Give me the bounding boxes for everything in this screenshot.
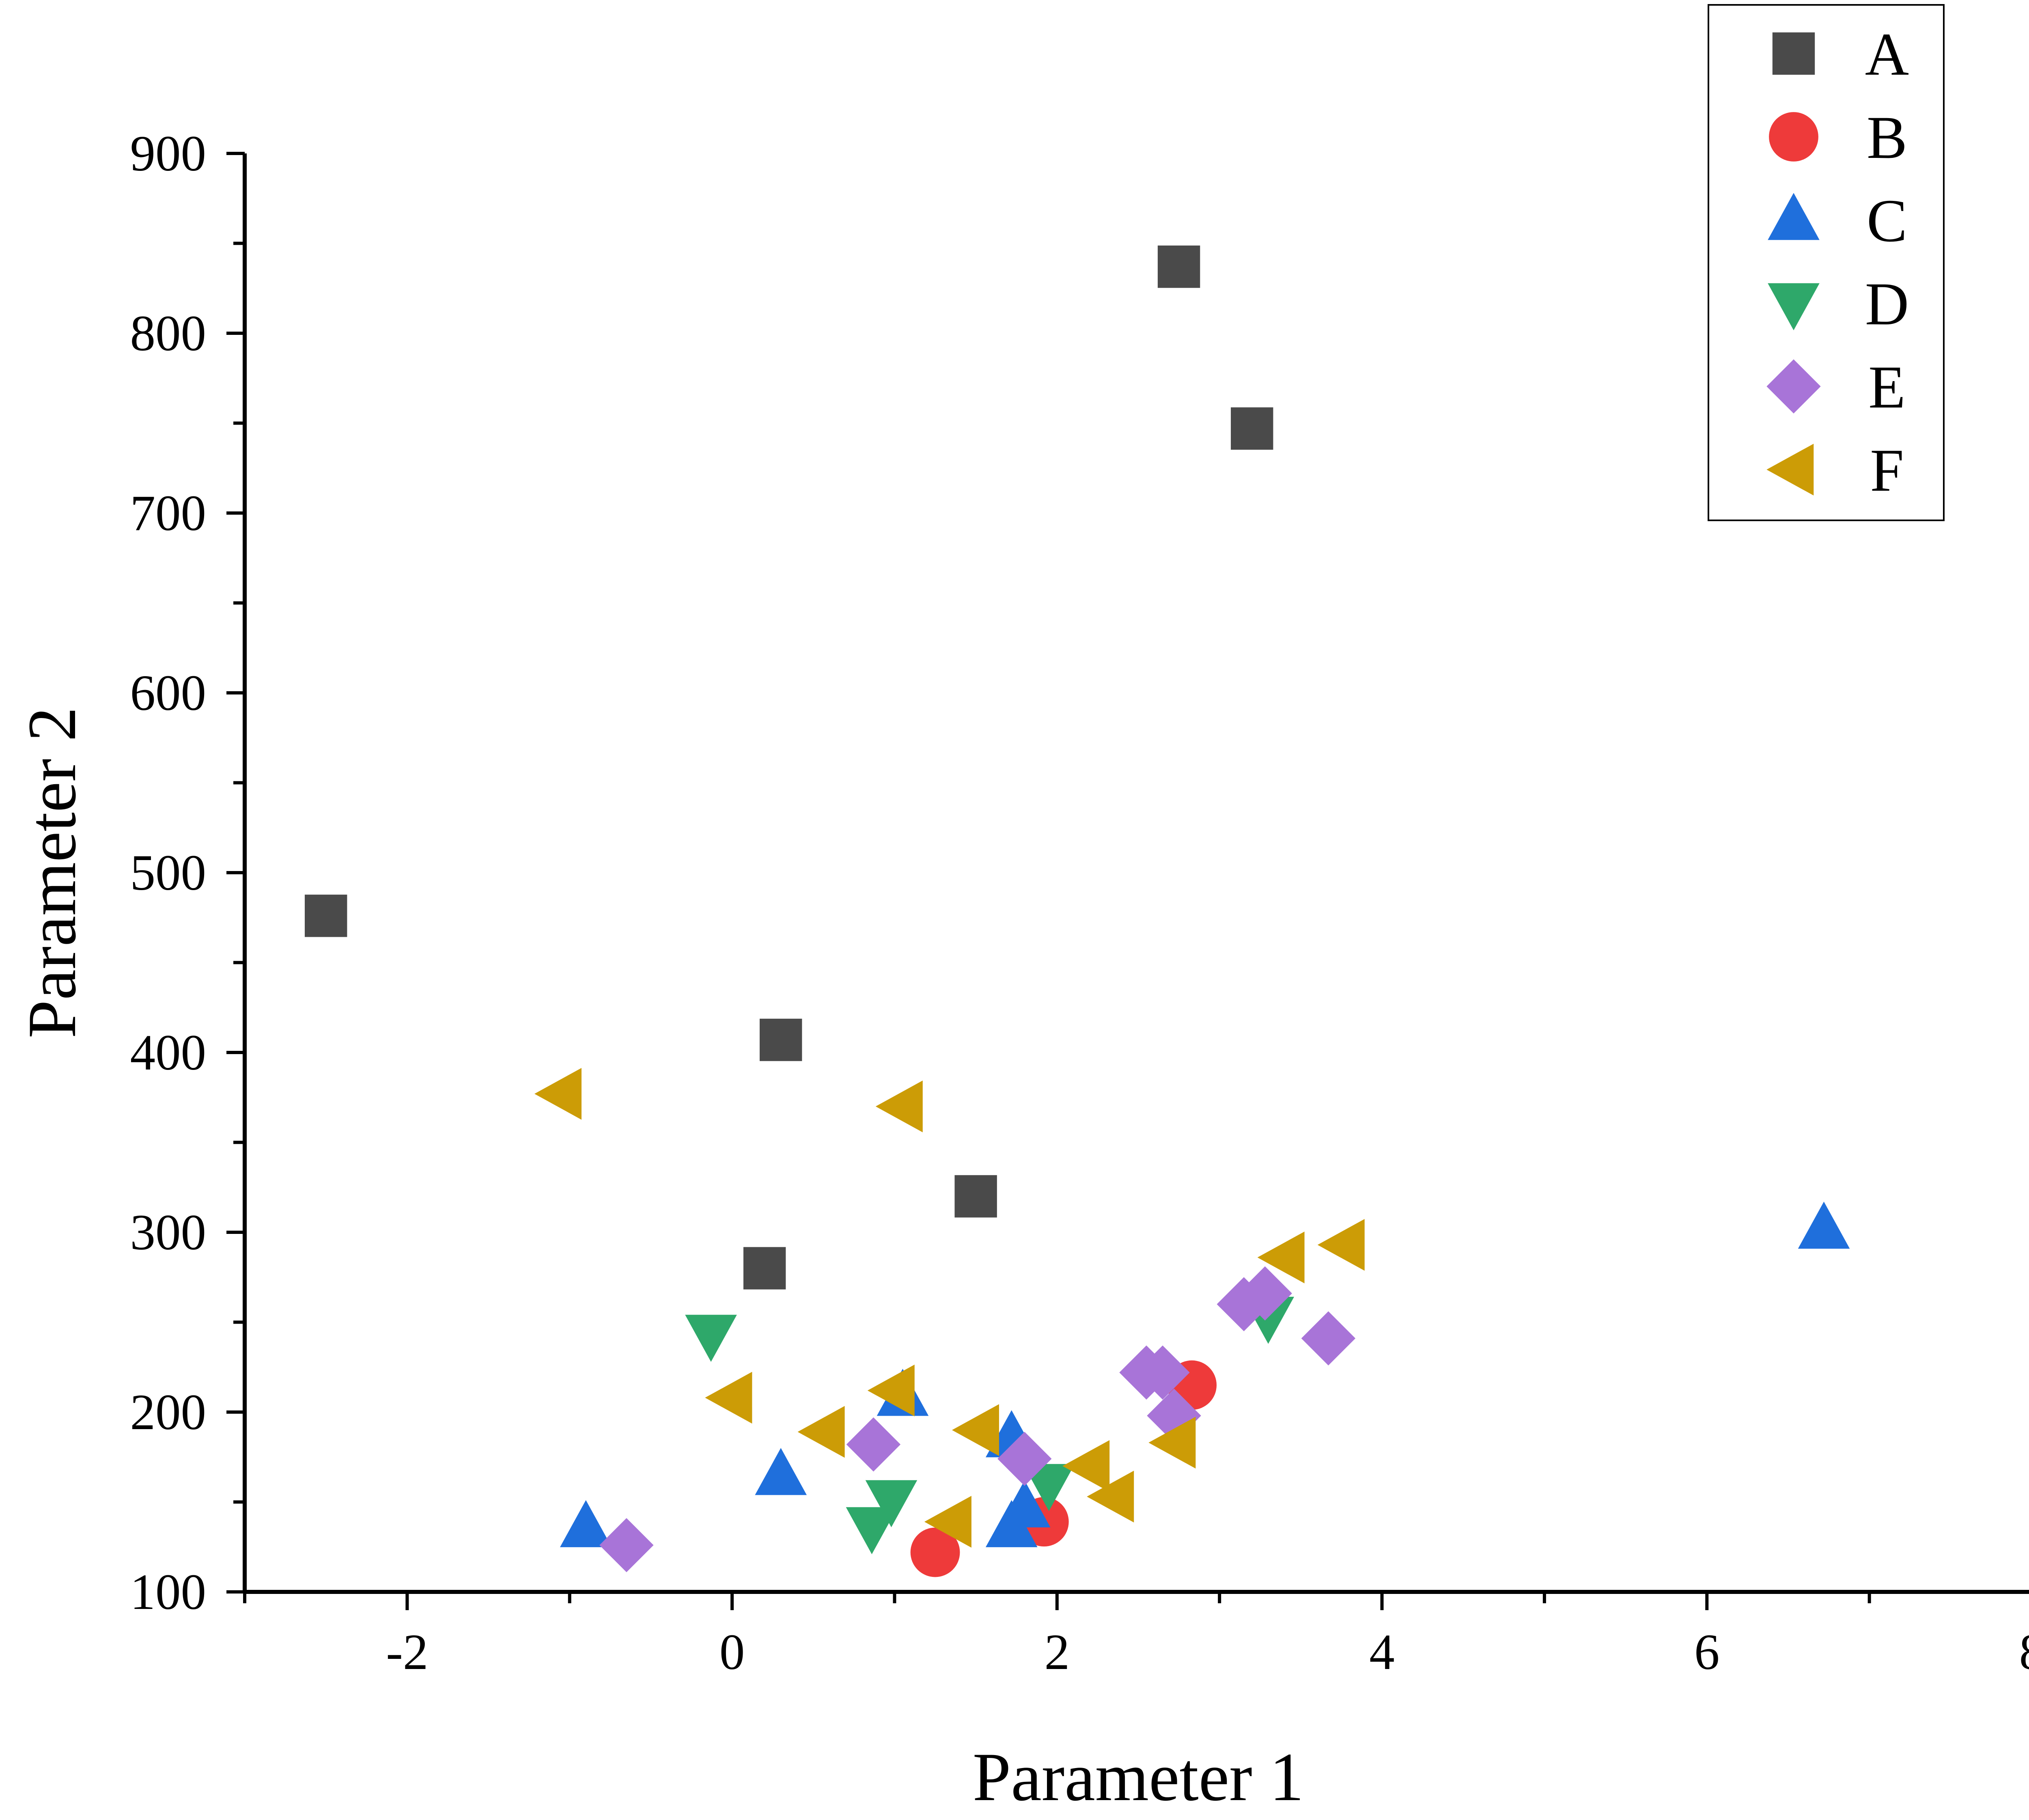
data-point-C xyxy=(985,1500,1038,1547)
legend-item-E: E xyxy=(1766,354,1906,421)
data-point-F xyxy=(867,1365,915,1417)
legend-item-D: D xyxy=(1768,270,1909,338)
data-point-F xyxy=(1317,1219,1365,1271)
series-A xyxy=(304,245,1273,1290)
ticks: -2 0 2 4 6 8 100 200 300 400 500 600 700 800 900 xyxy=(130,126,2029,1680)
y-tick-label: 400 xyxy=(130,1025,207,1081)
y-tick-label: 100 xyxy=(130,1564,207,1620)
legend-box xyxy=(1708,4,1945,521)
data-point-E xyxy=(599,1518,654,1572)
data-point-F xyxy=(1062,1440,1110,1492)
legend-marker-E xyxy=(1766,359,1821,414)
data-point-E xyxy=(997,1432,1052,1486)
legend-label-C: C xyxy=(1867,187,1907,254)
y-tick-label: 500 xyxy=(130,845,207,901)
data-point-A xyxy=(760,1018,802,1061)
x-tick-label: 6 xyxy=(1694,1624,1720,1680)
data-point-F xyxy=(1148,1417,1196,1469)
data-point-B xyxy=(910,1527,960,1577)
y-tick-label: 300 xyxy=(130,1205,207,1261)
data-point-A xyxy=(954,1175,997,1218)
y-tick-label: 600 xyxy=(130,665,207,721)
data-point-A xyxy=(304,895,347,937)
x-tick-label: 0 xyxy=(719,1624,745,1680)
x-axis-title: Parameter 1 xyxy=(973,1739,1304,1815)
data-point-E xyxy=(1301,1311,1356,1366)
data-point-F xyxy=(1087,1471,1134,1523)
data-point-C xyxy=(560,1500,612,1547)
legend-item-F: F xyxy=(1766,437,1904,504)
data-point-E xyxy=(846,1417,901,1472)
legend-item-B: B xyxy=(1769,104,1907,171)
data-point-F xyxy=(797,1406,845,1458)
legend-marker-D xyxy=(1768,283,1820,330)
data-point-E xyxy=(1135,1345,1190,1400)
legend-item-C: C xyxy=(1768,187,1907,254)
data-point-D xyxy=(685,1315,737,1362)
data-point-E xyxy=(1238,1266,1292,1321)
legend-label-D: D xyxy=(1865,270,1909,338)
data-point-D xyxy=(865,1480,918,1527)
y-tick-label: 900 xyxy=(130,126,207,182)
x-tick-label: 4 xyxy=(1369,1624,1395,1680)
data-points xyxy=(304,245,1850,1577)
series-F xyxy=(534,1068,1365,1548)
y-tick-label: 700 xyxy=(130,485,207,541)
y-axis-title: Parameter 2 xyxy=(14,707,90,1039)
legend-label-F: F xyxy=(1870,437,1904,504)
data-point-A xyxy=(1231,407,1273,450)
x-tick-label: -2 xyxy=(386,1624,428,1680)
legend-label-A: A xyxy=(1865,21,1909,88)
legend-marker-A xyxy=(1772,32,1815,75)
data-point-F xyxy=(952,1404,999,1456)
y-tick-label: 800 xyxy=(130,306,207,362)
series-D xyxy=(685,1296,1295,1555)
data-point-F xyxy=(924,1496,971,1548)
data-point-F xyxy=(705,1371,752,1424)
legend-item-A: A xyxy=(1772,21,1909,88)
legend-marker-F xyxy=(1766,444,1814,496)
data-point-C xyxy=(1798,1201,1850,1249)
legend-marker-C xyxy=(1768,193,1820,240)
x-tick-label: 2 xyxy=(1045,1624,1070,1680)
data-point-F xyxy=(534,1068,582,1120)
data-point-D xyxy=(846,1507,898,1555)
legend-label-B: B xyxy=(1867,104,1907,171)
legend-marker-B xyxy=(1769,112,1818,162)
legend-label-E: E xyxy=(1868,354,1906,421)
data-point-A xyxy=(743,1247,786,1290)
data-point-F xyxy=(1257,1231,1305,1283)
data-point-F xyxy=(875,1080,923,1132)
data-point-C xyxy=(755,1448,807,1495)
data-point-A xyxy=(1157,245,1200,288)
data-point-D xyxy=(1023,1464,1075,1511)
y-tick-label: 200 xyxy=(130,1384,207,1440)
x-tick-label: 8 xyxy=(2019,1624,2029,1680)
